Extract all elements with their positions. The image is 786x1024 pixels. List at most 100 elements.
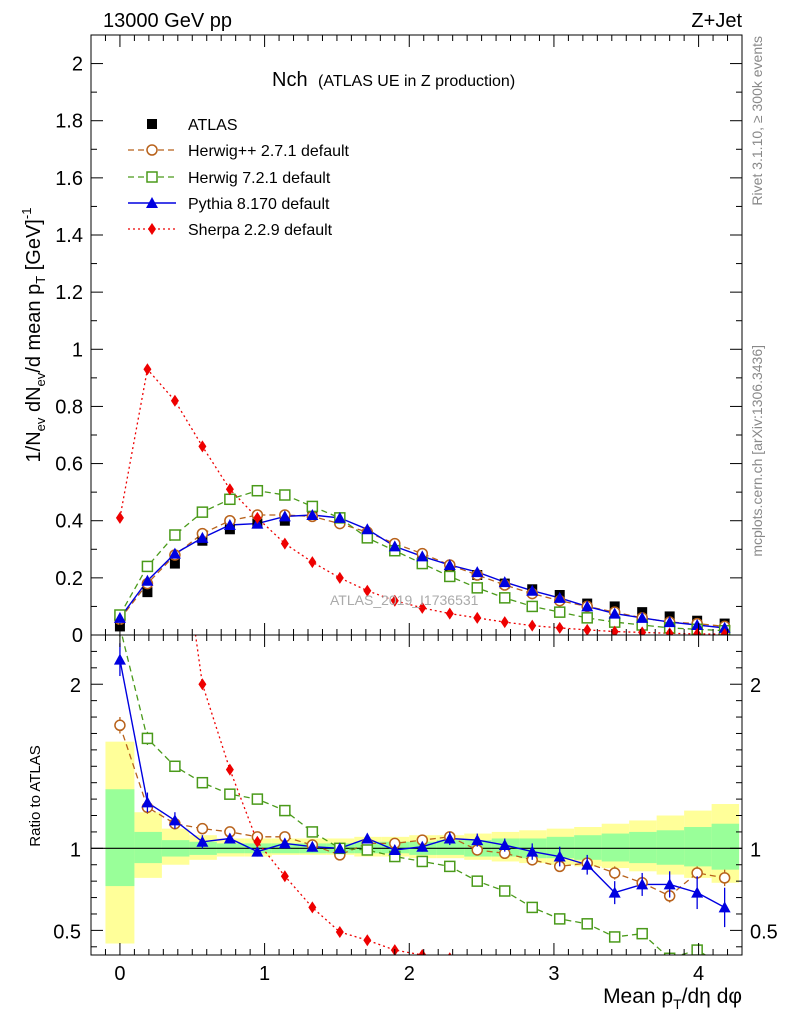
- ratio-y-tick-label: 2: [70, 675, 81, 697]
- herwig7-ratio-point: [251, 793, 264, 805]
- uncertainty-band-inner: [436, 840, 465, 855]
- herwig7-ratio-line: [121, 635, 707, 955]
- sherpa-ratio-point: [418, 949, 427, 955]
- y-tick-label: 0.2: [55, 568, 83, 590]
- sherpa-main-point: [610, 625, 619, 635]
- legend-marker: [148, 223, 156, 235]
- pythia-main-point: [581, 600, 594, 612]
- sherpa-ratio-point: [308, 901, 317, 914]
- plot-title-sub: (ATLAS UE in Z production): [318, 73, 515, 90]
- pythia-ratio-point: [718, 901, 731, 913]
- pythia-main-point: [498, 576, 511, 588]
- herwig7-ratio-point: [581, 918, 593, 930]
- plot-title-main: Nch: [272, 69, 308, 91]
- y-tick-label: 0.6: [55, 454, 83, 476]
- y-tick-label: 0.8: [55, 396, 83, 418]
- uncertainty-band-inner: [134, 831, 162, 864]
- legend-label: Pythia 8.170 default: [188, 196, 330, 213]
- pythia-main-point: [306, 509, 319, 520]
- herwig7-ratio-point: [444, 860, 456, 873]
- pythia-main-point: [333, 511, 346, 523]
- ratio-y-tick-label-right: 2: [750, 675, 761, 697]
- x-axis-label: Mean pT/dη dφ: [603, 985, 742, 1012]
- herwig7-main-point: [224, 493, 236, 506]
- legend-label: ATLAS: [188, 117, 238, 134]
- pythia-ratio-point: [691, 886, 704, 898]
- uncertainty-band-inner: [711, 823, 740, 870]
- sherpa-main-point: [418, 601, 427, 614]
- sherpa-main-point: [720, 628, 729, 635]
- sherpa-main-point: [198, 440, 207, 453]
- ratio-frame: 0.5 0.5 1 1 2 2 0 1 2 3 4: [53, 634, 778, 985]
- x-tick-label: 4: [693, 963, 704, 985]
- x-tick-label: 3: [548, 963, 559, 985]
- pythia-ratio-point: [196, 835, 209, 847]
- pythia-ratio-point: [553, 850, 566, 862]
- y-tick-label: 1.8: [55, 111, 83, 133]
- sherpa-ratio-point: [225, 763, 234, 776]
- ratio-band: [91, 741, 742, 944]
- pythia-ratio-point: [388, 843, 401, 855]
- sherpa-ratio-point: [583, 974, 591, 986]
- legend-marker: [146, 144, 158, 156]
- pythia-main-point: [691, 619, 704, 630]
- ratio-y-tick-label: 1: [70, 839, 81, 861]
- herwig7-ratio-point: [361, 844, 374, 856]
- main-frame: 0 0.2 0.4 0.6 0.8 1 1.2 1.4 1.6 1.8 2: [55, 34, 743, 647]
- sherpa-main-point: [500, 616, 509, 629]
- pythia-main-point: [141, 574, 154, 586]
- pythia-ratio-point: [526, 845, 539, 857]
- sherpa-ratio-point: [335, 926, 344, 939]
- sherpa-main-point: [445, 607, 454, 620]
- y-axis-label-ratio: Ratio to ATLAS: [27, 745, 44, 846]
- sherpa-main-point: [170, 394, 179, 407]
- pythia-main-point: [361, 523, 374, 535]
- herwig7-main-point: [471, 582, 484, 594]
- herwig7-ratio-point: [224, 788, 236, 800]
- sherpa-ratio-point: [473, 957, 481, 969]
- pythia-ratio-point: [416, 840, 429, 852]
- sherpa-main-point: [528, 619, 537, 632]
- pythia-main-point: [636, 611, 649, 623]
- sherpa-main-point: [308, 556, 317, 569]
- sherpa-main-point: [335, 571, 344, 584]
- legend-label: Herwig 7.2.1 default: [188, 170, 331, 187]
- uncertainty-band-inner: [684, 827, 712, 867]
- sherpa-main-point: [253, 511, 262, 524]
- herwig7-main-point: [526, 600, 538, 613]
- pythia-ratio-point: [663, 878, 676, 890]
- sherpa-main-point: [363, 584, 372, 597]
- sherpa-ratio-point: [528, 965, 536, 977]
- y-tick-label: 1.2: [55, 282, 83, 304]
- y-tick-label: 2: [72, 54, 83, 76]
- pythia-main-point: [223, 519, 236, 530]
- legend: ATLAS Herwig++ 2.7.1 default Herwig 7.2.1 …: [128, 117, 350, 239]
- pythia-main-point: [196, 531, 209, 543]
- sherpa-ratio-point: [280, 870, 289, 883]
- herwig7-main-point: [553, 606, 566, 618]
- herwig7-ratio-point: [306, 826, 319, 838]
- herwig7-ratio-point: [691, 944, 703, 955]
- y-tick-label: 1: [72, 339, 83, 361]
- herwig7-main-point: [279, 489, 291, 501]
- legend-marker: [146, 171, 158, 183]
- ratio-panel: [113, 55, 731, 986]
- pythia-ratio-point: [113, 653, 126, 665]
- sherpa-main-point: [280, 537, 289, 550]
- pythia-main-point: [471, 566, 484, 578]
- pythia-main-point: [168, 547, 181, 559]
- herwig7-ratio-point: [636, 927, 648, 940]
- axes-frame: [90, 634, 743, 956]
- uncertainty-band-inner: [574, 835, 602, 860]
- ratio-y-tick-label: 0.5: [53, 921, 81, 943]
- sherpa-ratio-point: [171, 481, 179, 493]
- herwig7-ratio-point: [416, 855, 429, 868]
- pythia-ratio-point: [306, 840, 319, 852]
- pythia-main-point: [388, 540, 401, 552]
- legend-label: Sherpa 2.2.9 default: [188, 222, 333, 239]
- y-axis-label-main: 1/Nev dNev/d mean pT [GeV]-1: [19, 208, 48, 463]
- sherpa-main-point: [638, 626, 647, 635]
- sherpa-ratio-point: [143, 55, 151, 67]
- sherpa-main-point: [143, 363, 152, 376]
